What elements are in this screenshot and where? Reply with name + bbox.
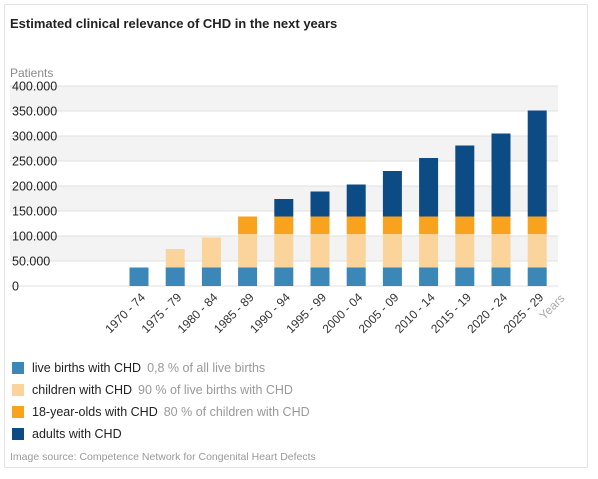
y-axis-title: Patients xyxy=(10,66,54,80)
bar-segment xyxy=(455,267,475,286)
bar-segment xyxy=(165,267,185,286)
legend-series-note: 90 % of live births with CHD xyxy=(138,383,293,397)
bar-segment xyxy=(455,234,475,268)
bar-segment xyxy=(455,145,475,217)
bar-segment xyxy=(382,267,402,286)
chart-title: Estimated clinical relevance of CHD in t… xyxy=(10,16,338,31)
legend-label: live births with CHD 0,8 % of all live bi… xyxy=(32,361,265,375)
legend-series-name: 18-year-olds with CHD xyxy=(32,405,158,419)
bar-segment xyxy=(346,267,366,286)
bar-segment xyxy=(491,234,511,268)
y-tick-label: 100.000 xyxy=(12,230,57,244)
legend-swatch xyxy=(12,428,24,440)
bar-segment xyxy=(419,216,439,234)
bar-segment xyxy=(527,216,547,234)
bar-segment xyxy=(419,158,439,217)
y-tick-label: 300.000 xyxy=(12,130,57,144)
image-source: Image source: Competence Network for Con… xyxy=(10,451,316,463)
bar-segment xyxy=(238,267,258,286)
y-tick-label: 250.000 xyxy=(12,155,57,169)
bar-segment xyxy=(238,216,258,234)
bar-segment xyxy=(201,267,221,286)
bar-segment xyxy=(382,171,402,217)
bar-segment xyxy=(129,267,149,286)
bar-segment xyxy=(310,234,330,268)
bar-segment xyxy=(527,110,547,217)
y-tick-label: 350.000 xyxy=(12,105,57,119)
bar-segment xyxy=(310,267,330,286)
legend-series-name: live births with CHD xyxy=(32,361,142,375)
legend-swatch xyxy=(12,384,24,396)
legend-label: children with CHD 90 % of live births wit… xyxy=(32,383,293,397)
bar-segment xyxy=(274,234,294,268)
legend-swatch xyxy=(12,362,24,374)
legend-series-name: adults with CHD xyxy=(32,427,122,441)
y-tick-label: 150.000 xyxy=(12,205,57,219)
bar-segment xyxy=(382,234,402,268)
bar-segment xyxy=(310,191,330,217)
bar-segment xyxy=(491,267,511,286)
bar-segment xyxy=(491,133,511,217)
legend-series-name: children with CHD xyxy=(32,383,133,397)
bar-segment xyxy=(419,267,439,286)
bar-segment xyxy=(419,234,439,268)
legend-series-note: 0,8 % of all live births xyxy=(147,361,266,375)
stacked-bar-chart: 0 50.000 100.000 150.000 200.000 250.000 300.0… xyxy=(10,80,568,336)
legend-label: 18-year-olds with CHD 80 % of children wi… xyxy=(32,405,310,419)
bar-segment xyxy=(455,216,475,234)
legend-label: adults with CHD xyxy=(32,427,122,441)
bar-segment xyxy=(274,267,294,286)
y-tick-label: 50.000 xyxy=(12,255,50,269)
grid-band xyxy=(10,86,558,111)
bar-segment xyxy=(346,216,366,234)
bar-segment xyxy=(274,216,294,234)
bar-segment xyxy=(201,237,221,268)
legend-swatch xyxy=(12,406,24,418)
bar-segment xyxy=(382,216,402,234)
y-tick-label: 200.000 xyxy=(12,180,57,194)
bar-segment xyxy=(274,199,294,217)
bar-segment xyxy=(491,216,511,234)
bar-segment xyxy=(238,234,258,268)
bar-segment xyxy=(165,249,185,268)
y-tick-label: 400.000 xyxy=(12,80,57,94)
y-tick-label: 0 xyxy=(12,280,19,294)
legend-series-note: 80 % of children with CHD xyxy=(163,405,310,419)
bar-segment xyxy=(310,216,330,234)
bar-segment xyxy=(527,234,547,268)
bar-segment xyxy=(346,184,366,217)
bar-segment xyxy=(346,234,366,268)
bar-segment xyxy=(527,267,547,286)
grid-band xyxy=(10,136,558,161)
